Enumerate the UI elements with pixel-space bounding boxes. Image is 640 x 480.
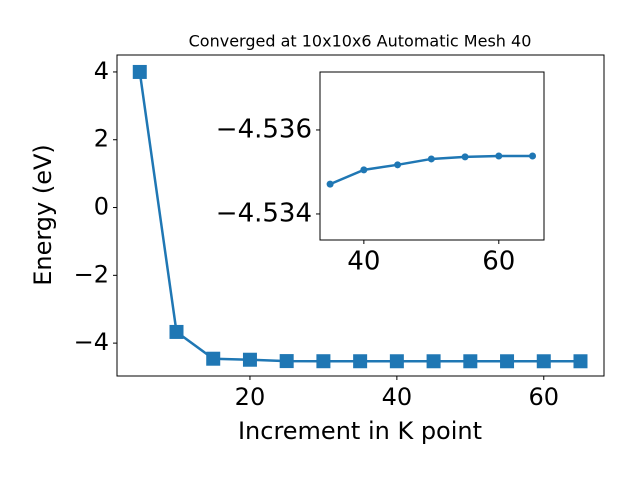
data-marker [353, 354, 368, 369]
x-tick-label: 40 [382, 383, 413, 411]
x-tick-label: 20 [235, 383, 266, 411]
x-tick-label: 60 [482, 247, 515, 277]
data-marker [206, 351, 221, 366]
data-marker [463, 354, 478, 369]
data-marker [316, 354, 331, 369]
data-marker [242, 352, 257, 367]
y-tick-label: 2 [94, 125, 109, 153]
data-marker [426, 354, 441, 369]
data-marker [500, 354, 515, 369]
data-marker [326, 180, 334, 188]
data-marker [529, 152, 537, 160]
y-tick-label: 0 [94, 193, 109, 221]
x-axis-label: Increment in K point [238, 417, 482, 445]
y-tick-label: −4.536 [216, 114, 312, 144]
chart-title: Converged at 10x10x6 Automatic Mesh 40 [189, 32, 532, 51]
y-tick-label: 4 [94, 57, 109, 85]
y-axis-label: Energy (eV) [29, 144, 57, 286]
data-marker [573, 354, 588, 369]
data-marker [279, 354, 294, 369]
data-marker [536, 354, 551, 369]
data-marker [132, 64, 147, 79]
data-marker [169, 324, 184, 339]
x-tick-label: 40 [347, 247, 380, 277]
data-marker [389, 354, 404, 369]
data-marker [495, 152, 503, 160]
data-marker [461, 153, 469, 161]
data-marker [360, 166, 368, 174]
y-tick-label: −2 [74, 260, 109, 288]
y-tick-label: −4 [74, 328, 109, 356]
y-tick-label: −4.534 [216, 198, 312, 228]
data-marker [427, 155, 435, 163]
data-marker [394, 161, 402, 169]
x-tick-label: 60 [528, 383, 559, 411]
